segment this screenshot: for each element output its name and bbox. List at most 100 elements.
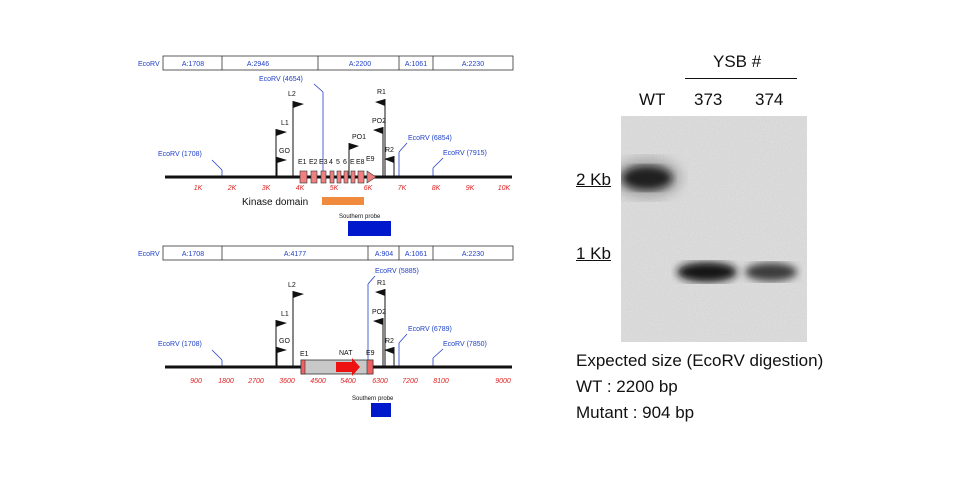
kinase-domain-bar (322, 197, 364, 205)
mut-primer-l1: L1 (275, 311, 289, 367)
wt-exon-label-6: 6 (343, 159, 347, 166)
bottom-restriction-track (162, 245, 514, 261)
wt-exon-label-e3: E3 (319, 159, 328, 166)
wt-site-4654: EcoRV (4654) (259, 76, 303, 83)
mut-site-6789: EcoRV (6789) (408, 326, 452, 333)
top-fragment-3: A:2200 (349, 61, 371, 68)
mut-tick-9000: 9000 (495, 378, 511, 385)
ysb-underline (685, 78, 797, 79)
expected-size-wt: WT : 2200 bp (576, 377, 678, 396)
wt-primer-r1: R1 (375, 89, 386, 177)
wt-exons (299, 170, 377, 184)
svg-text:L2: L2 (288, 91, 296, 98)
ysb-group-label: YSB # (713, 52, 762, 71)
mut-exon-e9 (366, 359, 374, 375)
mut-exon-e1 (300, 359, 306, 375)
mut-site-7850: EcoRV (7850) (443, 341, 487, 348)
svg-text:L1: L1 (281, 120, 289, 127)
bottom-fragment-4: A:1061 (405, 251, 427, 258)
mut-site-5885: EcoRV (5885) (375, 268, 419, 275)
bottom-fragment-3: A:904 (375, 251, 393, 258)
top-fragment-2: A:2946 (247, 61, 269, 68)
top-fragment-1: A:1708 (182, 61, 204, 68)
mut-tick-2700: 2700 (247, 378, 264, 385)
wt-exon-label-5: 5 (336, 159, 340, 166)
mut-site-1708: EcoRV (1708) (158, 341, 202, 348)
southern-blot-gel (621, 116, 807, 342)
wt-tick-1k: 1K (194, 185, 203, 192)
svg-text:R1: R1 (377, 89, 386, 96)
wt-tick-10k: 10K (498, 185, 511, 192)
wt-primer-go: GO (276, 148, 290, 177)
wt-tick-6k: 6K (364, 185, 373, 192)
kinase-domain-label: Kinase domain (242, 197, 308, 208)
wt-primer-r2: R2 (384, 147, 395, 177)
bottom-fragment-5: A:2230 (462, 251, 484, 258)
mut-tick-3600: 3600 (279, 378, 295, 385)
mut-tick-1800: 1800 (218, 378, 234, 385)
wt-site-1708: EcoRV (1708) (158, 151, 202, 158)
lane-label-373: 373 (694, 90, 723, 109)
svg-text:PO2: PO2 (372, 309, 386, 316)
top-track-label: EcoRV (138, 61, 160, 68)
mut-primer-r2: R2 (384, 338, 395, 367)
wt-tick-5k: 5K (330, 185, 339, 192)
expected-size-mutant: Mutant : 904 bp (576, 403, 695, 422)
wt-exon-label-4: 4 (329, 159, 333, 166)
svg-text:R2: R2 (385, 147, 394, 154)
mut-primer-po2: PO2 (372, 309, 386, 367)
wt-exon-label-e8: E8 (356, 159, 365, 166)
mut-tick-5400: 5400 (340, 378, 356, 385)
svg-text:R1: R1 (377, 280, 386, 287)
top-restriction-track (162, 55, 514, 71)
mut-primer-l2: L2 (288, 282, 304, 367)
wt-tick-9k: 9K (466, 185, 475, 192)
wt-exon-label-e1: E1 (298, 159, 307, 166)
mut-tick-4500: 4500 (310, 378, 326, 385)
mut-exon-label-e1: E1 (300, 351, 309, 358)
wt-site-7915: EcoRV (7915) (443, 150, 487, 157)
band-374-1kb (745, 263, 797, 281)
svg-text:GO: GO (279, 338, 290, 345)
wt-exon-label-e2: E2 (309, 159, 318, 166)
size-marker-1kb: 1 Kb (576, 244, 611, 263)
wt-southern-probe (348, 221, 391, 236)
band-373-1kb (677, 262, 737, 282)
mut-southern-probe (371, 403, 391, 417)
lane-label-374: 374 (755, 90, 784, 109)
svg-text:L1: L1 (281, 311, 289, 318)
wt-tick-8k: 8K (432, 185, 441, 192)
wt-primer-po2: PO2 (372, 118, 386, 177)
mut-tick-900: 900 (190, 378, 202, 385)
wt-tick-4k: 4K (296, 185, 305, 192)
mut-exon-label-e9: E9 (366, 350, 375, 357)
svg-text:PO1: PO1 (352, 134, 366, 141)
wt-tick-3k: 3K (262, 185, 271, 192)
svg-text:R2: R2 (385, 338, 394, 345)
wt-tick-2k: 2K (227, 185, 237, 192)
wt-primer-l1: L1 (275, 120, 289, 177)
nat-arrow (336, 358, 360, 376)
size-marker-2kb: 2 Kb (576, 170, 611, 189)
mut-primer-go: GO (276, 338, 290, 367)
top-fragment-5: A:2230 (462, 61, 484, 68)
wt-exon-label-e9: E9 (366, 156, 375, 163)
nat-label: NAT (339, 350, 353, 357)
bottom-fragment-1: A:1708 (182, 251, 204, 258)
lane-label-wt: WT (639, 90, 666, 109)
mut-tick-8100: 8100 (433, 378, 449, 385)
top-fragment-4: A:1061 (405, 61, 427, 68)
wt-exon-label-e: E (350, 159, 355, 166)
wt-probe-label: Southern probe (339, 214, 381, 220)
svg-text:L2: L2 (288, 282, 296, 289)
mut-probe-label: Southern probe (352, 396, 394, 402)
wt-site-6854: EcoRV (6854) (408, 135, 452, 142)
bottom-fragment-2: A:4177 (284, 251, 306, 258)
svg-text:PO2: PO2 (372, 118, 386, 125)
mut-tick-6300: 6300 (372, 378, 388, 385)
mut-primer-r1: R1 (375, 280, 386, 367)
mut-tick-7200: 7200 (402, 378, 418, 385)
wt-tick-7k: 7K (398, 185, 407, 192)
expected-size-title: Expected size (EcoRV digestion) (576, 351, 824, 370)
bottom-track-label: EcoRV (138, 251, 160, 258)
